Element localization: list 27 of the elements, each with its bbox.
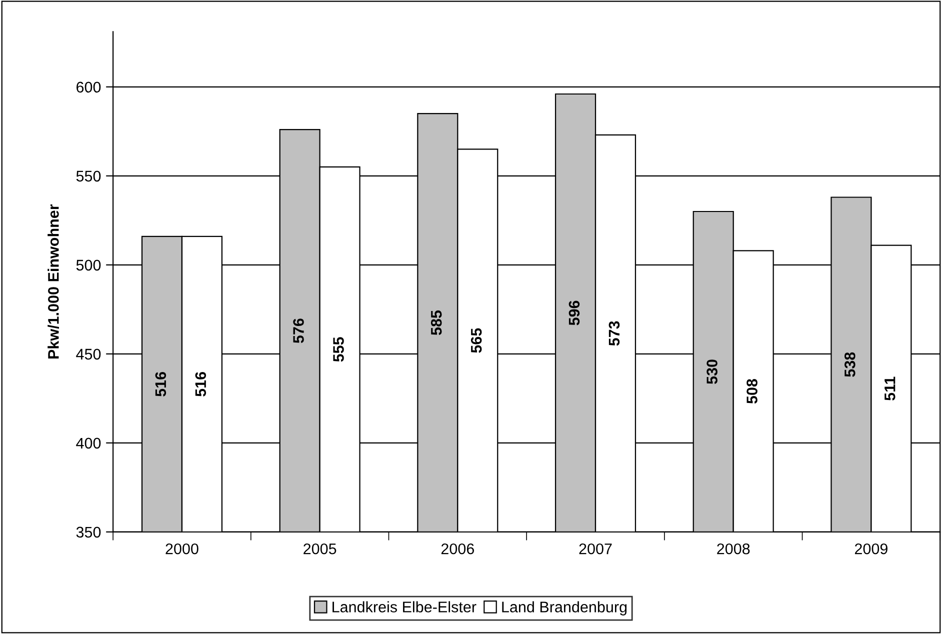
x-tick-label: 2008 [717, 543, 750, 554]
data-label: 576 [293, 318, 304, 344]
y-tick-label: 600 [76, 82, 101, 93]
data-label: 565 [470, 328, 482, 353]
data-label: 596 [568, 300, 580, 326]
data-label: 573 [608, 321, 620, 346]
y-axis-title: Pkw/1.000 Einwohner [48, 204, 59, 358]
data-label: 585 [430, 310, 442, 336]
data-label: 516 [155, 372, 166, 396]
data-label: 538 [844, 352, 856, 377]
y-tick-label: 400 [76, 438, 101, 449]
data-label: 530 [706, 360, 718, 384]
legend-label: Landkreis Elbe-Elster [332, 601, 476, 612]
data-label: 511 [884, 376, 896, 400]
data-label: 508 [746, 379, 758, 404]
y-tick-label: 550 [76, 170, 101, 182]
x-tick-label: 2006 [441, 543, 474, 554]
legend-label: Land Brandenburg [502, 601, 627, 616]
x-tick-label: 2000 [166, 543, 198, 554]
data-label: 516 [195, 372, 206, 396]
y-tick-label: 450 [76, 348, 101, 360]
y-tick-label: 350 [76, 526, 101, 538]
x-tick-label: 2005 [304, 543, 336, 554]
x-tick-label: 2009 [854, 543, 888, 554]
y-tick-label: 500 [76, 260, 101, 271]
x-tick-label: 2007 [579, 543, 612, 554]
data-label: 555 [333, 337, 344, 362]
